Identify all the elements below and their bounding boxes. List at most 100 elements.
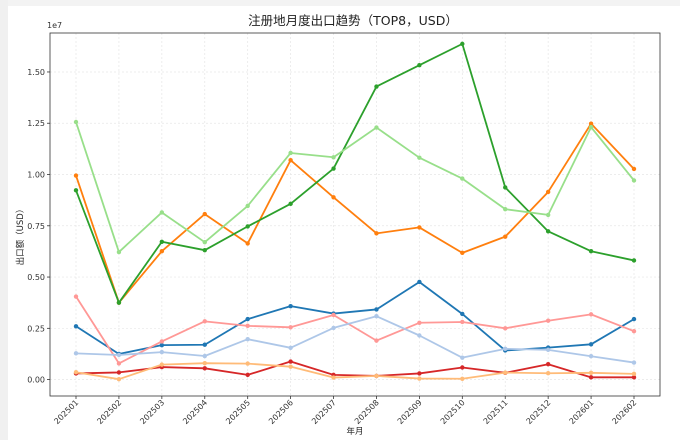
data-point [545, 212, 551, 218]
data-point [460, 365, 465, 370]
data-point [460, 176, 465, 181]
x-tick-label: 202508 [353, 398, 381, 426]
data-point [73, 188, 79, 193]
data-point [331, 166, 336, 171]
data-point [202, 360, 207, 366]
data-point [202, 342, 207, 347]
data-point [73, 324, 79, 329]
data-point [374, 231, 379, 236]
data-point [503, 185, 508, 190]
x-tick-label: 202602 [610, 398, 638, 426]
data-point [331, 312, 336, 318]
data-point [374, 373, 379, 379]
data-point [288, 359, 293, 364]
series-line [75, 315, 635, 364]
x-tick-label: 202505 [224, 398, 252, 426]
data-point [245, 361, 250, 366]
data-point [460, 376, 465, 381]
y-tick-label: 0.75 [27, 222, 45, 231]
data-point [588, 312, 594, 317]
y-tick-label: 0.50 [27, 273, 45, 282]
data-point [460, 250, 465, 256]
data-point [159, 339, 165, 344]
data-point [116, 300, 122, 305]
data-point [588, 342, 594, 347]
data-point [288, 325, 293, 330]
series-2 [73, 121, 637, 305]
data-point [460, 41, 465, 47]
data-point [631, 166, 637, 172]
window-left-edge [0, 0, 8, 440]
x-tick-label: 202601 [568, 398, 596, 426]
data-point [460, 311, 465, 317]
data-point [374, 338, 379, 343]
data-point [417, 376, 422, 381]
data-point [588, 370, 594, 376]
data-point [417, 155, 422, 160]
data-point [588, 121, 594, 126]
series-line [75, 121, 635, 253]
data-point [374, 307, 379, 312]
series-line [75, 122, 635, 304]
data-point [116, 352, 122, 358]
data-point [159, 362, 165, 367]
x-tick-label: 202502 [95, 398, 123, 426]
data-point [631, 360, 637, 365]
x-tick-label: 202507 [310, 398, 338, 426]
data-point [417, 62, 422, 68]
x-tick-label: 202509 [396, 398, 424, 426]
data-point [159, 342, 165, 348]
data-point [588, 375, 594, 380]
x-tick-label: 202510 [439, 398, 467, 426]
y-tick-label: 1.25 [27, 119, 45, 128]
data-point [331, 155, 336, 160]
data-point [374, 314, 379, 319]
data-point [503, 370, 508, 375]
data-point [288, 345, 293, 351]
plot-frame [49, 32, 661, 397]
data-point [116, 376, 122, 382]
data-point [159, 349, 165, 355]
series-7 [73, 314, 637, 365]
data-point [73, 370, 79, 375]
data-point [245, 241, 250, 246]
data-point [331, 195, 336, 200]
x-tick-label: 202511 [482, 398, 510, 426]
data-point [503, 234, 508, 239]
x-tick-label: 202504 [181, 398, 209, 426]
data-point [288, 201, 293, 207]
series-6 [73, 294, 637, 366]
data-point [588, 249, 594, 254]
data-point [288, 157, 293, 163]
series-line [75, 362, 635, 381]
data-point [545, 371, 551, 376]
data-point [73, 351, 79, 356]
data-point [460, 355, 465, 360]
data-point [331, 325, 336, 331]
y-tick-label: 1.50 [27, 68, 45, 77]
y-axis-label: 出口额（USD） [15, 205, 26, 266]
data-point [588, 124, 594, 130]
window-top-edge [0, 0, 680, 6]
data-point [460, 319, 465, 325]
y-tick-label: 0.25 [27, 324, 45, 333]
data-point [503, 346, 508, 352]
data-point [116, 249, 122, 255]
data-point [545, 347, 551, 353]
chart-title: 注册地月度出口趋势（TOP8，USD） [248, 13, 458, 28]
series-1 [73, 279, 637, 357]
x-tick-label: 202512 [525, 398, 553, 426]
data-point [73, 119, 79, 125]
series-8 [73, 360, 637, 382]
data-point [631, 328, 637, 334]
data-point [159, 210, 165, 215]
data-point [503, 206, 508, 212]
data-point [245, 372, 250, 378]
data-point [631, 178, 637, 183]
data-point [202, 239, 207, 245]
data-point [417, 333, 422, 338]
y-tick-label: 1.00 [27, 171, 45, 180]
data-point [245, 224, 250, 229]
